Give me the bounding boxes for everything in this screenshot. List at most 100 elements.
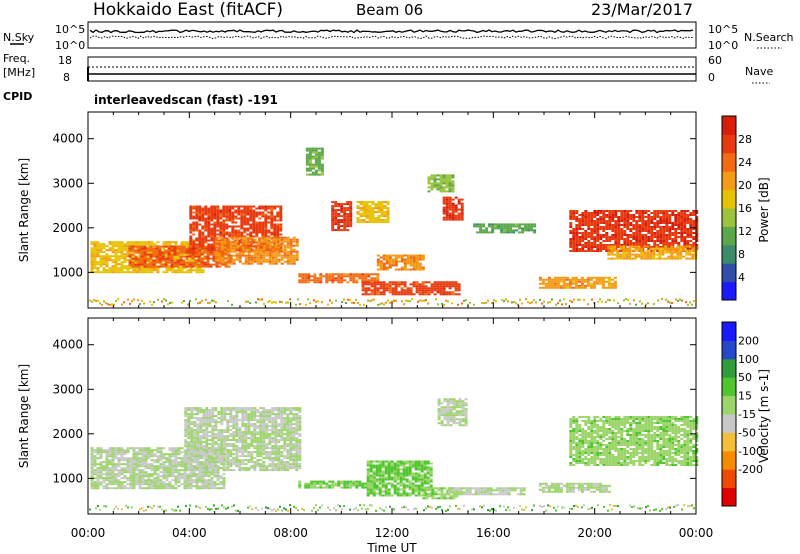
nave-tick-top: 60 — [708, 54, 722, 67]
power-colorbar-tick: 8 — [738, 248, 745, 261]
velocity-colorbar-label: Velocity [m s-1] — [757, 369, 771, 463]
freq-unit-label: [MHz] — [3, 66, 35, 79]
velocity-colorbar-swatch — [722, 377, 736, 397]
velocity-region — [184, 407, 302, 472]
x-axis-label: Time UT — [366, 541, 417, 554]
noise-right-label: N.Search — [744, 31, 794, 44]
power-colorbar-tick: 20 — [738, 179, 752, 192]
x-tick-label: 00:00 — [679, 526, 714, 540]
power-y-tick-label: 1000 — [52, 265, 83, 279]
velocity-colorbar-tick: 50 — [738, 371, 752, 384]
velocity-colorbar-tick: -50 — [738, 426, 756, 439]
station-title: Hokkaido East (fitACF) — [93, 0, 283, 20]
velocity-colorbar-swatch — [722, 469, 736, 489]
power-colorbar-tick: 16 — [738, 202, 752, 215]
velocity-region — [447, 487, 526, 496]
x-tick-label: 16:00 — [476, 526, 511, 540]
power-colorbar: 4 8 12 16 20 24 28 — [721, 115, 752, 301]
velocity-region — [437, 398, 468, 427]
power-y-tick-label: 2000 — [52, 221, 83, 235]
power-region — [427, 174, 455, 193]
power-region — [356, 201, 390, 224]
power-colorbar-swatch — [722, 152, 736, 172]
nave-tick-bottom: 0 — [708, 71, 715, 84]
power-colorbar-tick: 12 — [738, 225, 752, 238]
velocity-region — [366, 460, 433, 497]
velocity-y-tick-label: 2000 — [52, 427, 83, 441]
power-region — [361, 281, 461, 296]
power-panel: 1000 2000 3000 4000 Slant Range [km] 4 8 12 16… — [17, 111, 771, 309]
power-region — [331, 201, 353, 232]
velocity-heatmap — [89, 398, 699, 512]
velocity-colorbar-swatch — [722, 340, 736, 360]
velocity-region — [569, 416, 699, 466]
power-y-axis-label: Slant Range [km] — [17, 158, 31, 262]
velocity-panel: 1000 2000 3000 4000 Slant Range [km] 200 100… — [17, 317, 771, 515]
nave-label: Nave — [745, 65, 773, 78]
velocity-y-axis-label: Slant Range [km] — [17, 364, 31, 468]
power-near-range-scatter — [89, 298, 695, 306]
power-heatmap — [89, 147, 699, 306]
freq-label: Freq. — [3, 52, 30, 65]
power-colorbar-swatch — [722, 263, 736, 283]
freq-tick-top: 18 — [58, 54, 72, 67]
power-y-tick-label: 4000 — [52, 132, 83, 146]
velocity-region — [538, 482, 611, 493]
power-region — [538, 276, 617, 289]
velocity-colorbar-swatch — [722, 487, 736, 507]
velocity-colorbar-swatch — [722, 322, 736, 341]
power-colorbar-tick: 28 — [738, 133, 752, 146]
power-colorbar-tick: 4 — [738, 271, 745, 284]
x-tick-label: 00:00 — [71, 526, 106, 540]
power-region — [305, 147, 324, 176]
velocity-near-range-scatter — [89, 504, 695, 512]
power-region — [607, 245, 698, 260]
velocity-colorbar: 200 100 50 15 -15 -50 -100 -200 — [721, 321, 763, 507]
power-colorbar-swatch — [722, 189, 736, 209]
frequency-panel: Freq. [MHz] 18 8 60 0 Nave — [3, 52, 773, 84]
noise-left-tick-bottom: 10^0 — [55, 39, 85, 52]
velocity-colorbar-tick: -200 — [738, 463, 763, 476]
freq-tick-bottom: 8 — [63, 71, 70, 84]
velocity-colorbar-swatch — [722, 414, 736, 433]
x-tick-label: 20:00 — [577, 526, 612, 540]
velocity-colorbar-swatch — [722, 395, 736, 415]
power-region — [473, 223, 537, 234]
power-colorbar-swatch — [722, 226, 736, 246]
power-colorbar-swatch — [722, 171, 736, 191]
velocity-colorbar-swatch — [722, 432, 736, 452]
velocity-colorbar-tick: 200 — [738, 334, 759, 347]
velocity-colorbar-tick: 15 — [738, 390, 752, 403]
velocity-y-tick-label: 1000 — [52, 471, 83, 485]
x-tick-label: 08:00 — [273, 526, 308, 540]
power-colorbar-label: Power [dB] — [757, 177, 771, 242]
velocity-y-tick-label: 3000 — [52, 382, 83, 396]
velocity-colorbar-tick: -15 — [738, 408, 756, 421]
cpid-value: interleavedscan (fast) -191 — [94, 93, 278, 107]
power-colorbar-swatch — [722, 208, 736, 227]
velocity-colorbar-tick: 100 — [738, 353, 759, 366]
noise-right-tick-top: 10^5 — [708, 23, 738, 36]
date-title: 23/Mar/2017 — [591, 0, 693, 19]
noise-left-tick-top: 10^5 — [55, 23, 85, 36]
velocity-region — [298, 480, 377, 489]
power-colorbar-swatch — [722, 116, 736, 135]
velocity-colorbar-tick: -100 — [738, 445, 763, 458]
power-region — [569, 210, 699, 252]
beam-title: Beam 06 — [356, 1, 423, 19]
velocity-colorbar-swatch — [722, 358, 736, 378]
noise-right-tick-bottom: 10^0 — [708, 39, 738, 52]
power-colorbar-swatch — [722, 281, 736, 301]
power-region — [376, 254, 425, 271]
power-y-tick-label: 3000 — [52, 176, 83, 190]
noise-panel: N.Sky 10^5 10^0 10^5 10^0 N.Search — [3, 21, 794, 52]
power-colorbar-swatch — [722, 244, 736, 264]
velocity-y-tick-label: 4000 — [52, 338, 83, 352]
noise-left-label: N.Sky — [3, 31, 35, 44]
x-tick-label: 12:00 — [375, 526, 410, 540]
power-colorbar-tick: 24 — [738, 156, 752, 169]
cpid-label: CPID — [3, 90, 32, 103]
velocity-colorbar-swatch — [722, 450, 736, 470]
power-region — [442, 196, 464, 221]
